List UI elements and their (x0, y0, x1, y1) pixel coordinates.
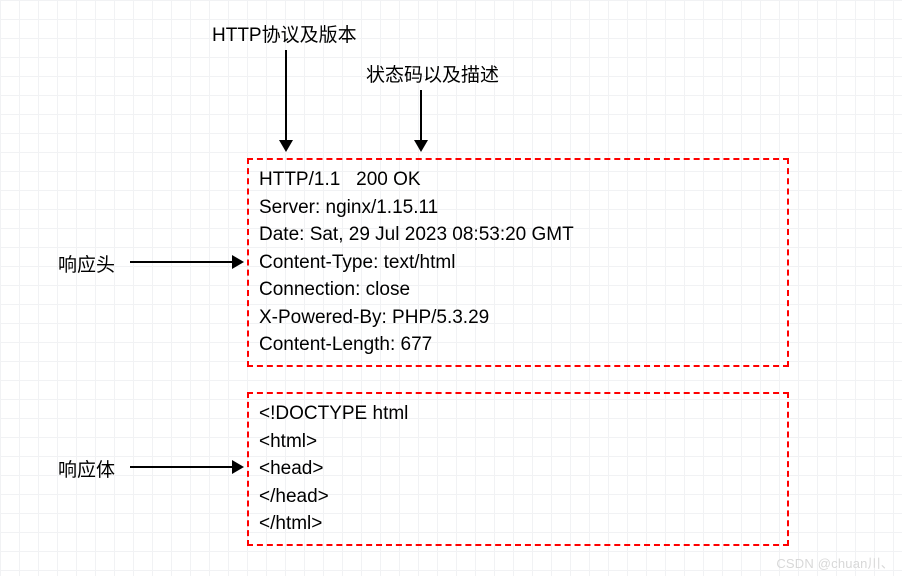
arrow-protocol-line (285, 50, 287, 140)
body-line-2: <head> (259, 455, 777, 483)
arrow-status-head (414, 140, 428, 152)
header-line-6: Content-Length: 677 (259, 331, 777, 359)
body-line-4: </html> (259, 510, 777, 538)
arrow-body-line (130, 466, 232, 468)
arrow-status-line (420, 90, 422, 140)
arrow-protocol-head (279, 140, 293, 152)
header-line-4: Connection: close (259, 276, 777, 304)
body-line-1: <html> (259, 428, 777, 456)
arrow-header-line (130, 261, 232, 263)
body-line-3: </head> (259, 483, 777, 511)
response-body-box: <!DOCTYPE html <html> <head> </head> </h… (247, 392, 789, 546)
label-status-code: 状态码以及描述 (366, 60, 499, 87)
label-protocol-version: HTTP协议及版本 (212, 20, 357, 47)
arrow-body-head (232, 460, 244, 474)
response-header-box: HTTP/1.1 200 OK Server: nginx/1.15.11 Da… (247, 158, 789, 367)
header-line-1: Server: nginx/1.15.11 (259, 194, 777, 222)
header-line-3: Content-Type: text/html (259, 249, 777, 277)
arrow-header-head (232, 255, 244, 269)
header-line-5: X-Powered-By: PHP/5.3.29 (259, 304, 777, 332)
header-line-0: HTTP/1.1 200 OK (259, 166, 777, 194)
label-response-body: 响应体 (58, 455, 115, 482)
header-line-2: Date: Sat, 29 Jul 2023 08:53:20 GMT (259, 221, 777, 249)
label-response-header: 响应头 (58, 250, 115, 277)
body-line-0: <!DOCTYPE html (259, 400, 777, 428)
watermark: CSDN @chuan川、 (776, 553, 894, 572)
